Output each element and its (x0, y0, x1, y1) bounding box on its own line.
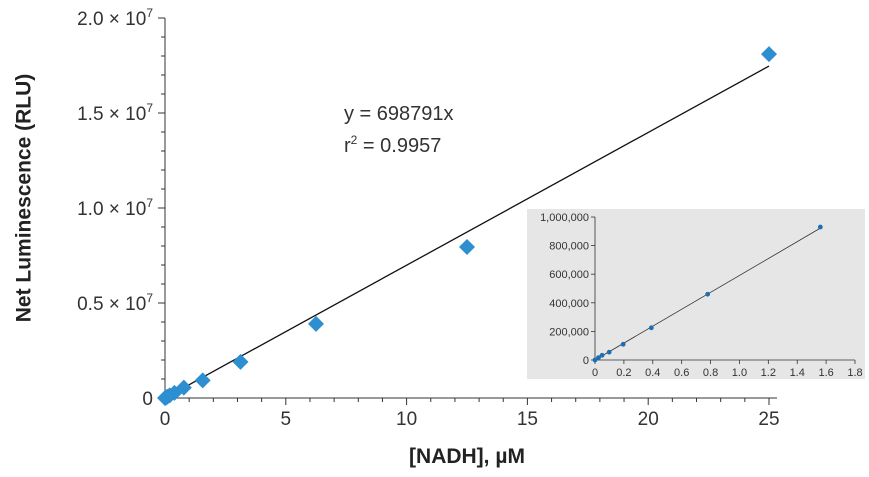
inset-data-point (620, 341, 626, 347)
data-point-diamond (175, 379, 192, 396)
data-point-diamond (761, 46, 777, 63)
y-tick-mantissa: 0.5 × 10 (77, 294, 146, 315)
data-point-diamond (459, 238, 475, 255)
x-tick-label: 10 (396, 409, 417, 430)
y-tick-exponent: 7 (146, 6, 153, 20)
y-tick-mantissa: 0 (142, 389, 153, 410)
inset-y-tick-label: 800,000 (549, 241, 589, 253)
inset-x-tick-label: 1.8 (847, 367, 862, 379)
data-point-diamond (308, 315, 324, 332)
r-squared-value: = 0.9957 (357, 135, 441, 157)
inset-x-tick-label: 0.6 (674, 367, 689, 379)
inset-y-tick-label: 1,000,000 (540, 212, 589, 224)
x-tick-label: 25 (758, 409, 779, 430)
inset-x-tick-label: 1.2 (761, 367, 776, 379)
inset-data-point (648, 325, 654, 331)
y-tick-exponent: 7 (146, 101, 153, 115)
inset-data-point (705, 291, 711, 297)
y-tick-label: 0 (142, 389, 153, 410)
inset-x-tick-label: 0 (592, 367, 598, 379)
y-tick-label: 2.0 × 107 (77, 6, 153, 30)
equation-label: y = 698791x (344, 103, 454, 125)
y-tick-exponent: 7 (146, 291, 153, 305)
fit-line (164, 65, 770, 399)
y-tick-mantissa: 1.0 × 10 (77, 199, 146, 220)
inset-background (527, 209, 865, 379)
data-point-diamond (194, 372, 211, 389)
y-tick-label: 1.0 × 107 (77, 196, 153, 220)
r-squared-superscript: 2 (351, 133, 358, 147)
r-squared-r: r (344, 135, 351, 157)
x-tick-label: 20 (638, 409, 659, 430)
data-point-diamond (232, 353, 249, 370)
x-tick-label: 0 (160, 409, 171, 430)
x-tick-label: 15 (517, 409, 538, 430)
y-axis-title: Net Luminescence (RLU) (12, 73, 36, 323)
x-axis-title: [NADH], µM (409, 445, 525, 468)
y-axis-title-box: Net Luminescence (RLU) (6, 28, 42, 368)
inset-x-tick-label: 1.0 (732, 367, 747, 379)
inset-data-point (596, 355, 601, 361)
inset-x-tick-label: 0.4 (645, 367, 660, 379)
y-tick-mantissa: 1.5 × 10 (77, 104, 146, 125)
inset-y-tick-label: 600,000 (549, 269, 589, 281)
r-squared-label: r2 = 0.9957 (344, 133, 441, 157)
inset-x-tick-label: 0.8 (703, 367, 718, 379)
inset-x-tick-label: 0.2 (616, 367, 631, 379)
inset-x-tick-label: 1.6 (818, 367, 833, 379)
inset-data-point (592, 357, 598, 363)
inset-y-tick-label: 0 (583, 355, 589, 367)
inset-data-point (606, 349, 612, 355)
y-tick-exponent: 7 (146, 196, 153, 210)
inset-data-point (817, 224, 823, 230)
inset-y-tick-label: 200,000 (549, 326, 589, 338)
x-tick-label: 5 (281, 409, 292, 430)
y-tick-label: 0.5 × 107 (77, 291, 153, 315)
y-tick-mantissa: 2.0 × 10 (77, 9, 146, 30)
y-tick-label: 1.5 × 107 (77, 101, 153, 125)
inset-data-point (599, 352, 605, 358)
inset-x-tick-label: 1.4 (790, 367, 805, 379)
inset-y-tick-label: 400,000 (549, 298, 589, 310)
